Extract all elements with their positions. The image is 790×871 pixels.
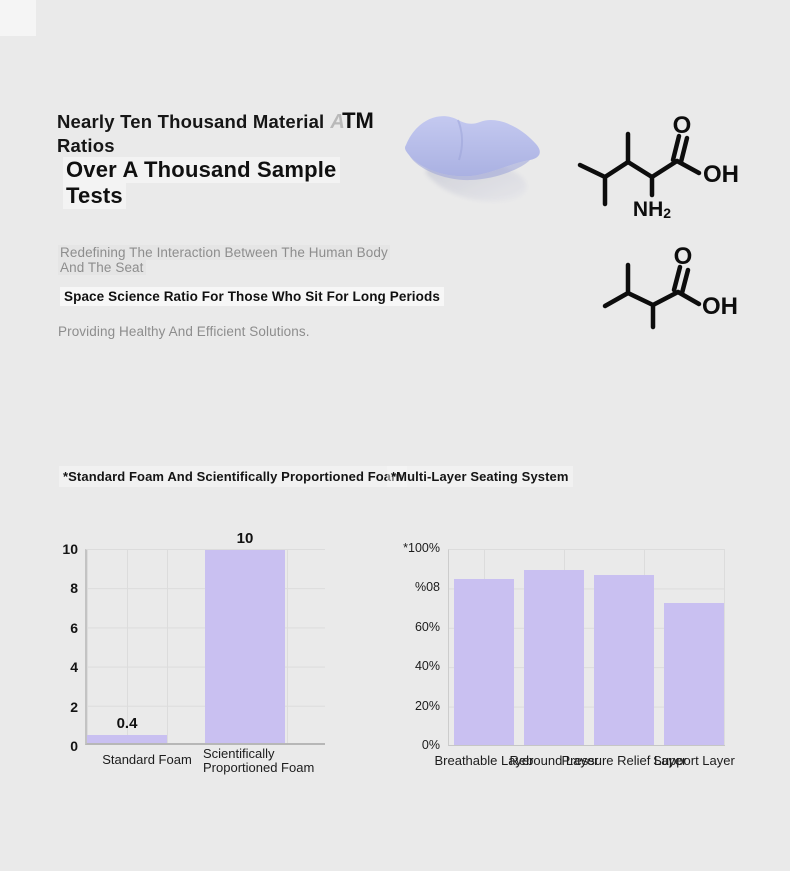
cushion-front-edge bbox=[409, 155, 530, 181]
bar-rebound-layer bbox=[524, 569, 584, 745]
bar-breathable-layer bbox=[454, 579, 514, 745]
mol1-amine-label: NH2 bbox=[633, 198, 671, 221]
title-line2: Ratios bbox=[57, 135, 115, 156]
multi-layer-chart: *100% %08 60% 40% 20% 0% Breathable Laye… bbox=[385, 537, 745, 787]
cushion-body bbox=[405, 116, 540, 177]
y-tick: 2 bbox=[70, 699, 78, 715]
foam-chart-title: *Standard Foam And Scientifically Propor… bbox=[59, 466, 407, 487]
bar-value-label: 10 bbox=[236, 530, 254, 547]
intro-paragraph: Redefining The Interaction Between The H… bbox=[58, 245, 390, 275]
bar-value-label: 0.4 bbox=[116, 715, 138, 733]
page-subtitle: Over A Thousand Sample Tests bbox=[63, 157, 340, 209]
subtitle-line1: Over A Thousand Sample bbox=[63, 157, 340, 183]
bar-pressure-relief-layer bbox=[594, 575, 654, 745]
foam-comparison-chart: 10 8 6 4 2 0 0.4 10 Standard Foam Scient… bbox=[60, 530, 345, 787]
page-title: Nearly Ten Thousand Material ATM Ratios bbox=[57, 109, 417, 157]
mol1-oxygen-label: O bbox=[673, 112, 692, 139]
x-label-scientific-foam: Scientifically Proportioned Foam bbox=[203, 746, 315, 775]
title-line1: Nearly Ten Thousand Material bbox=[57, 111, 325, 132]
amino-acid-molecule-icon: O OH NH2 bbox=[577, 112, 739, 221]
cushion-crease bbox=[457, 119, 463, 161]
trademark-mark: ATM bbox=[330, 109, 373, 134]
y-tick: 8 bbox=[70, 580, 78, 596]
y-tick: 0% bbox=[421, 738, 440, 752]
y-tick: 0 bbox=[70, 738, 78, 754]
mol1-hydroxyl-label: OH bbox=[703, 161, 739, 188]
carboxylic-acid-molecule-icon: O OH bbox=[602, 243, 738, 330]
bar-standard-foam bbox=[87, 735, 167, 743]
corner-white-square bbox=[0, 0, 36, 36]
x-label-breathable-layer: Breathable Layer bbox=[434, 753, 534, 768]
intro-line2: And The Seat bbox=[60, 260, 144, 275]
layer-chart-y-axis: *100% %08 60% 40% 20% 0% bbox=[385, 537, 440, 787]
closing-statement: Providing Healthy And Efficient Solution… bbox=[58, 324, 310, 339]
y-tick: 10 bbox=[62, 541, 78, 557]
highlight-statement: Space Science Ratio For Those Who Sit Fo… bbox=[60, 287, 444, 306]
foam-chart-y-axis: 10 8 6 4 2 0 bbox=[60, 537, 78, 787]
y-tick: 40% bbox=[414, 659, 440, 673]
bar-support-layer bbox=[664, 602, 724, 745]
bar-scientific-foam bbox=[205, 550, 285, 743]
x-label-support-layer: Support Layer bbox=[653, 753, 735, 768]
y-tick: *100% bbox=[403, 541, 440, 555]
trademark-ghost-glyph: A bbox=[330, 111, 346, 133]
y-tick: 6 bbox=[70, 620, 78, 636]
x-label-rebound-layer: Rebound Layer bbox=[509, 753, 599, 768]
layer-chart-plot-area: Breathable Layer Rebound Layer Pressure … bbox=[434, 549, 735, 768]
subtitle-line2: Tests bbox=[63, 183, 126, 209]
layer-chart-title: *Multi-Layer Seating System bbox=[387, 466, 573, 487]
y-tick: 60% bbox=[414, 620, 440, 634]
mol2-hydroxyl-label: OH bbox=[702, 293, 738, 320]
intro-line1: Redefining The Interaction Between The H… bbox=[60, 245, 388, 260]
trademark-text: TM bbox=[342, 108, 374, 133]
foam-chart-plot-area: 0.4 10 Standard Foam Scientifically Prop… bbox=[85, 530, 325, 774]
cushion-3d-render-image bbox=[405, 116, 540, 202]
x-label-standard-foam: Standard Foam bbox=[102, 752, 192, 767]
y-tick: %08 bbox=[414, 580, 440, 594]
y-tick: 4 bbox=[70, 659, 78, 675]
mol2-oxygen-label: O bbox=[674, 243, 693, 270]
y-tick: 20% bbox=[414, 699, 440, 713]
x-label-pressure-relief-layer: Pressure Relief Layer bbox=[561, 753, 687, 768]
